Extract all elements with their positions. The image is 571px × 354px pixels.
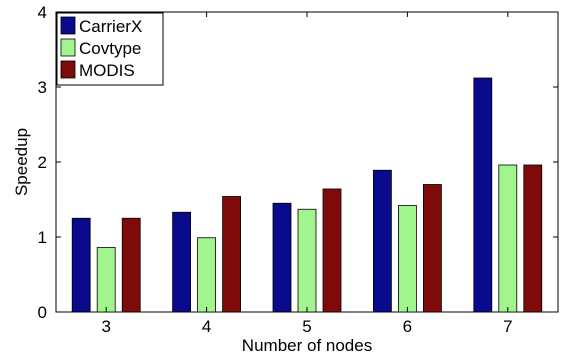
bar-covtype-5	[297, 208, 317, 313]
x-tick-label: 4	[202, 317, 211, 336]
legend-label-carrierx: CarrierX	[79, 17, 142, 36]
y-tick-label: 2	[38, 153, 47, 172]
y-ticks: 0 1 2 3 4	[38, 3, 558, 322]
x-ticks: 3 4 5 6 7	[101, 12, 513, 336]
bar-modis-5	[322, 188, 342, 313]
bar-covtype-6	[397, 205, 417, 313]
bars-group	[71, 77, 543, 313]
y-tick-label: 0	[38, 303, 47, 322]
bar-modis-3	[121, 217, 141, 313]
bar-covtype-7	[498, 164, 518, 313]
y-tick-label: 3	[38, 78, 47, 97]
legend: CarrierX Covtype MODIS	[56, 12, 164, 86]
bar-covtype-3	[96, 247, 116, 313]
bar-carrierx-3	[71, 217, 91, 313]
bar-carrierx-5	[272, 202, 292, 313]
y-tick-label: 4	[38, 3, 47, 22]
legend-swatch-covtype	[60, 38, 76, 57]
bar-covtype-4	[197, 237, 217, 313]
y-axis-label: Speedup	[12, 128, 31, 196]
bar-carrierx-4	[172, 211, 192, 313]
x-tick-label: 3	[101, 317, 110, 336]
y-tick-label: 1	[38, 228, 47, 247]
legend-swatch-carrierx	[60, 16, 76, 35]
legend-label-modis: MODIS	[79, 61, 135, 80]
x-tick-label: 5	[302, 317, 311, 336]
x-tick-label: 6	[403, 317, 412, 336]
bar-modis-7	[523, 164, 543, 313]
bar-carrierx-6	[372, 169, 392, 313]
bar-carrierx-7	[473, 77, 493, 313]
legend-label-covtype: Covtype	[79, 39, 141, 58]
legend-swatch-modis	[60, 60, 76, 79]
x-axis-label: Number of nodes	[242, 336, 372, 354]
bar-modis-4	[222, 196, 242, 313]
x-tick-label: 7	[503, 317, 512, 336]
bar-modis-6	[422, 184, 442, 313]
